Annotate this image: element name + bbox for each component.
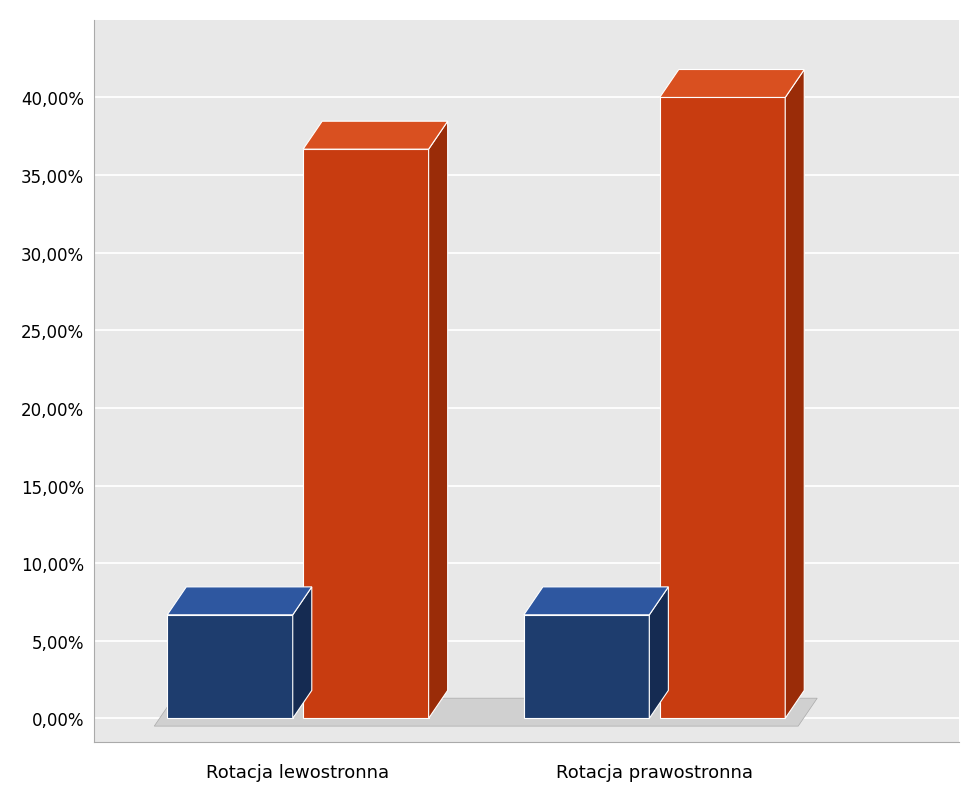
Bar [303, 150, 428, 719]
Polygon shape [785, 71, 805, 719]
Polygon shape [168, 587, 312, 615]
Polygon shape [650, 587, 668, 719]
Polygon shape [428, 122, 448, 719]
Bar [524, 615, 650, 719]
Polygon shape [154, 699, 817, 726]
Bar [168, 615, 293, 719]
Polygon shape [660, 71, 805, 99]
Bar [660, 99, 785, 719]
Polygon shape [524, 587, 668, 615]
Polygon shape [293, 587, 312, 719]
Polygon shape [303, 122, 448, 150]
